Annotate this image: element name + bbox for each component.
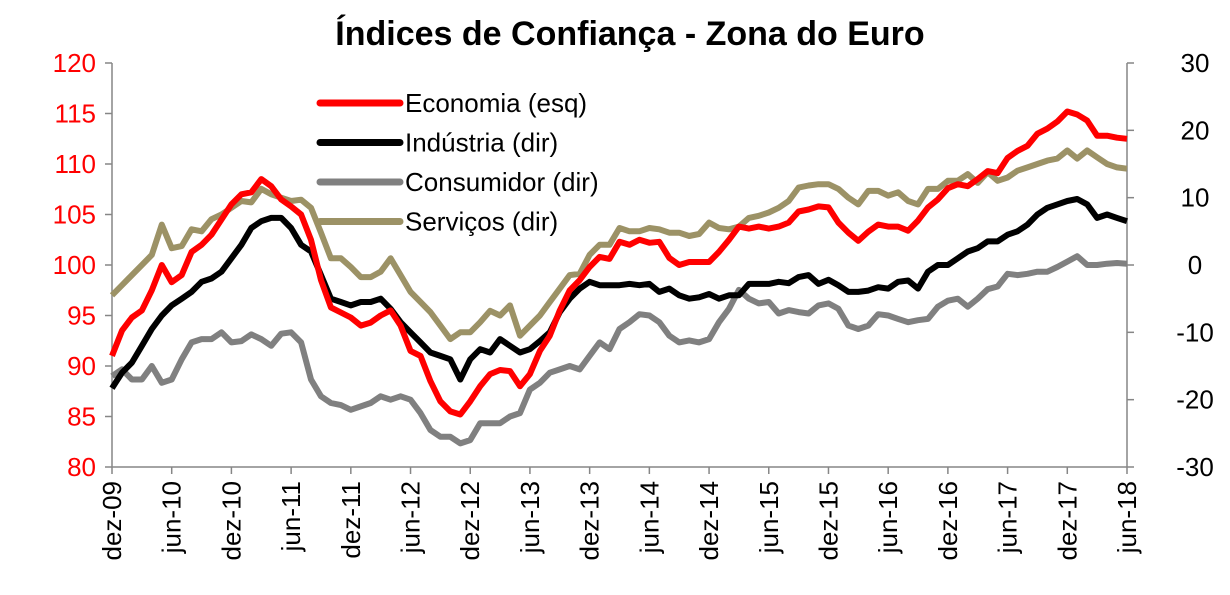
y-tick-label: 85 — [67, 402, 96, 432]
series-line — [109, 108, 1128, 418]
legend-label: Economia (esq) — [405, 88, 587, 118]
y-tick-label: 100 — [53, 250, 96, 280]
x-tick-label: dez-14 — [694, 481, 724, 561]
x-tick-label: dez-13 — [575, 481, 605, 561]
x-tick-label: dez-16 — [933, 481, 963, 561]
x-tick-label: jun-12 — [396, 481, 426, 554]
legend-label: Indústria (dir) — [405, 128, 558, 158]
y2-tick-label: 30 — [1181, 48, 1210, 78]
x-tick-label: jun-11 — [276, 481, 306, 552]
x-tick-label: dez-15 — [813, 481, 843, 561]
x-tick-label: dez-11 — [336, 481, 366, 559]
y2-tick-label: -30 — [1176, 452, 1214, 482]
x-tick-label: jun-17 — [993, 481, 1023, 554]
legend-label: Serviços (dir) — [405, 207, 558, 237]
chart-title: Índices de Confiança - Zona do Euro — [335, 15, 924, 53]
x-tick-label: dez-10 — [216, 481, 246, 561]
y2-tick-label: -20 — [1176, 385, 1214, 415]
y2-tick-label: 20 — [1181, 115, 1210, 145]
series-line — [109, 196, 1128, 390]
series-line — [110, 253, 1128, 447]
y2-tick-label: 10 — [1181, 183, 1210, 213]
x-tick-label: jun-10 — [157, 481, 187, 554]
y-tick-label: 90 — [67, 351, 96, 381]
y-tick-label: 105 — [53, 200, 96, 230]
x-tick-label: dez-09 — [97, 481, 127, 561]
y2-tick-label: 0 — [1188, 250, 1202, 280]
y-tick-label: 95 — [67, 301, 96, 331]
y-tick-label: 110 — [55, 149, 96, 179]
x-tick-label: jun-14 — [634, 481, 664, 554]
y-tick-label: 120 — [53, 48, 96, 78]
y-tick-label: 115 — [55, 99, 96, 129]
x-tick-label: jun-18 — [1112, 481, 1142, 554]
y2-tick-label: -10 — [1176, 317, 1214, 347]
x-tick-label: dez-12 — [455, 481, 485, 561]
x-tick-label: jun-13 — [515, 481, 545, 554]
x-tick-label: jun-15 — [754, 481, 784, 554]
y-tick-label: 80 — [67, 452, 96, 482]
x-tick-label: jun-16 — [873, 481, 903, 554]
legend-label: Consumidor (dir) — [405, 167, 599, 197]
x-tick-label: dez-17 — [1052, 481, 1082, 561]
